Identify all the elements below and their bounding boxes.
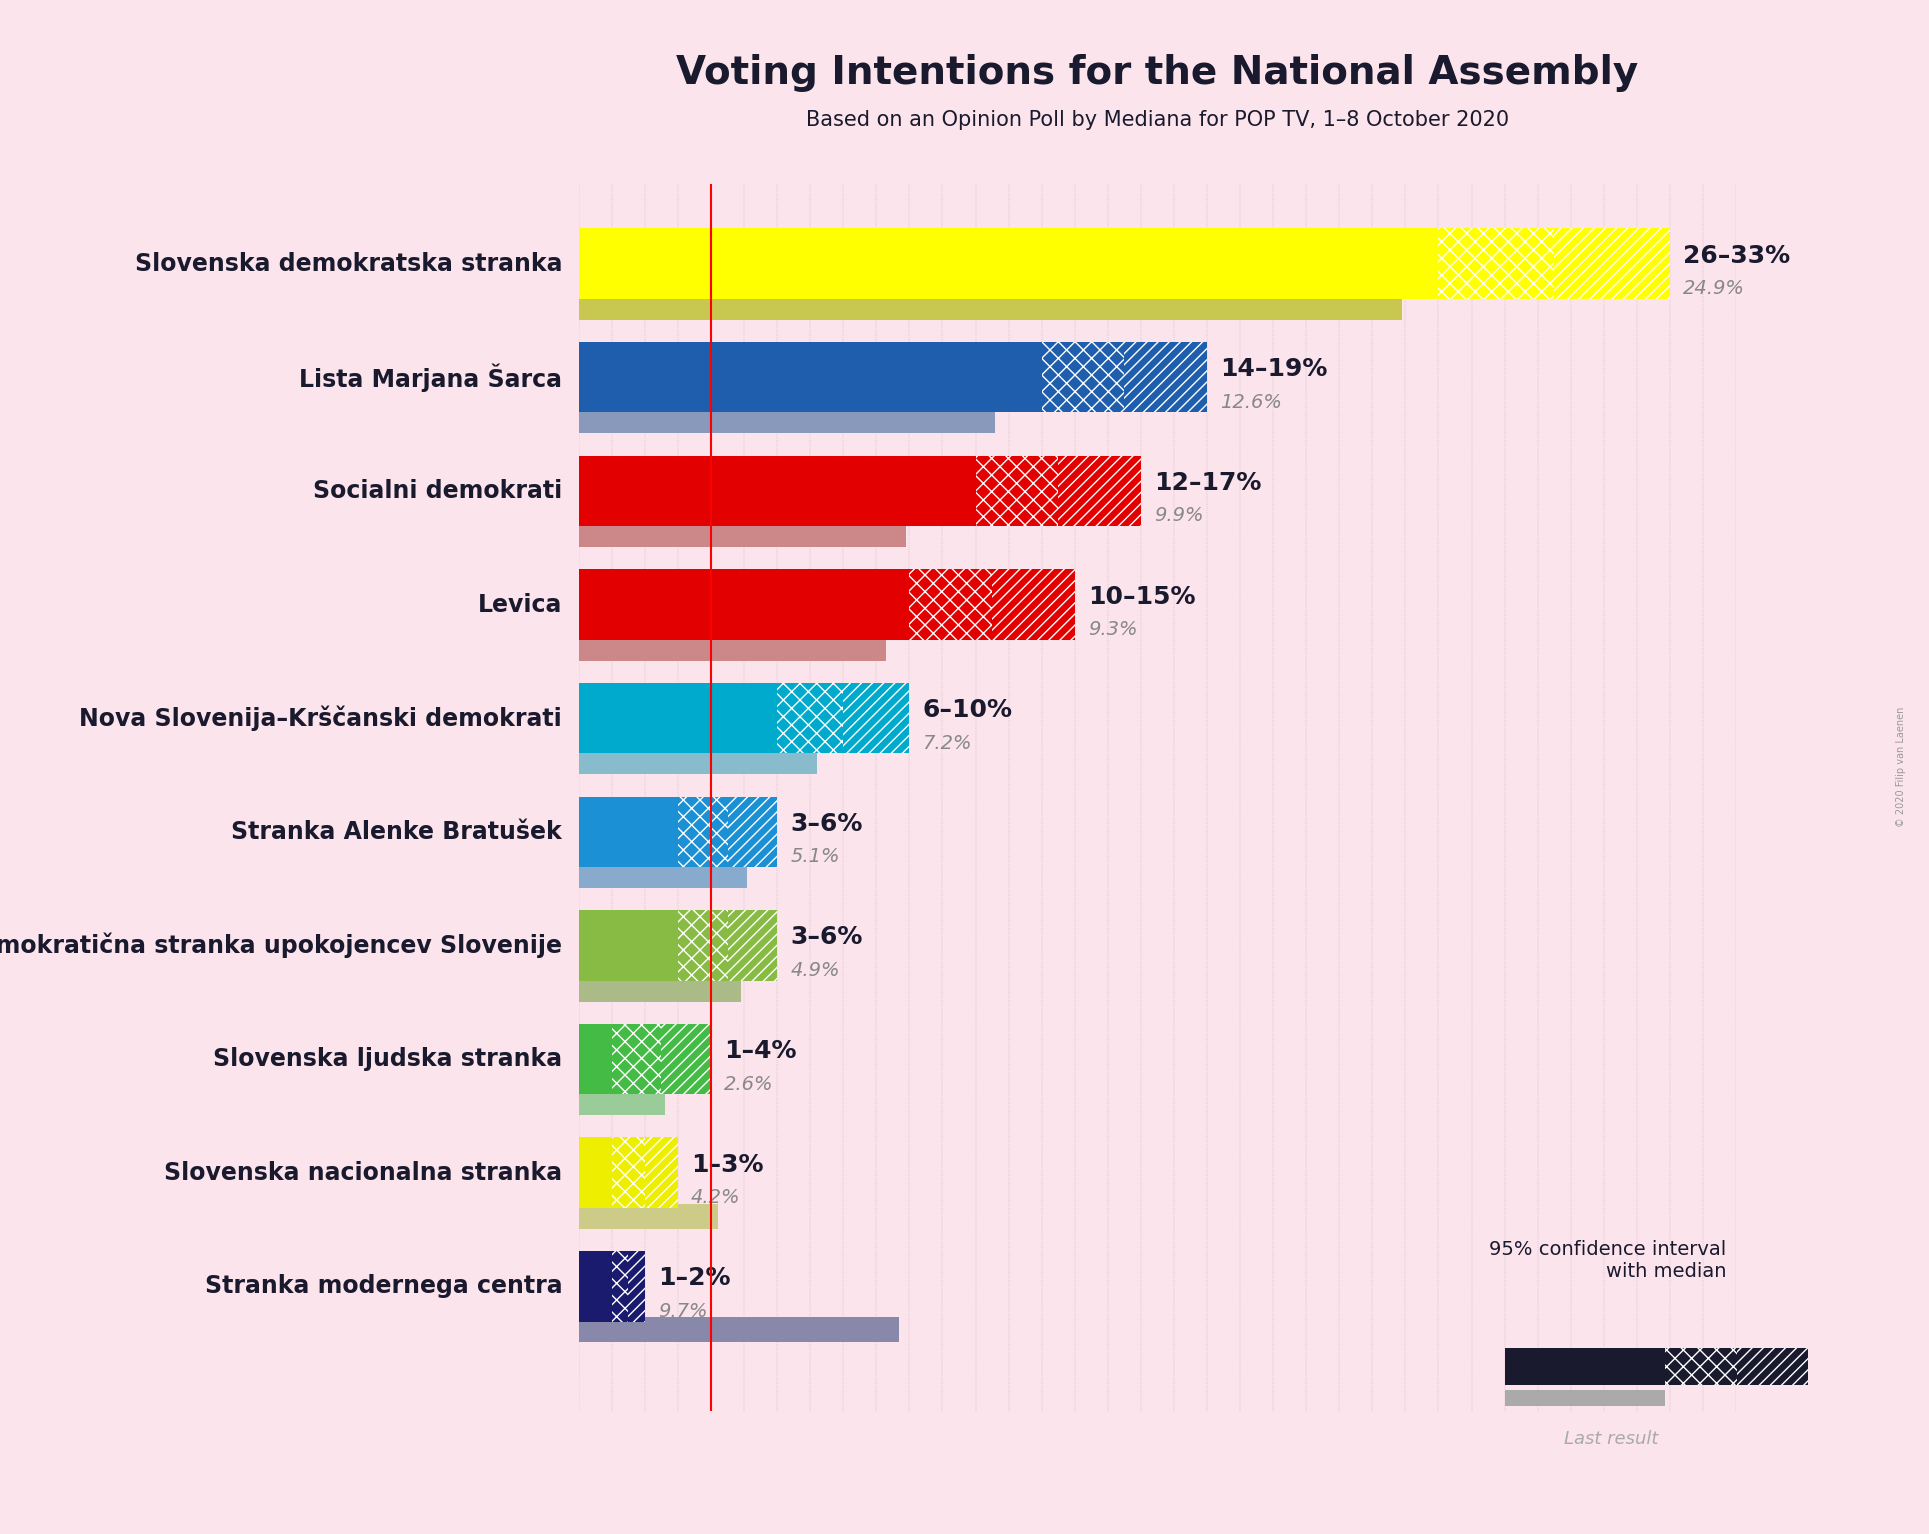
Bar xyxy=(1665,1348,1736,1385)
Text: Slovenska ljudska stranka: Slovenska ljudska stranka xyxy=(212,1048,561,1071)
Text: Levica: Levica xyxy=(478,592,561,617)
Bar xyxy=(1505,1390,1665,1405)
Text: 3–6%: 3–6% xyxy=(791,811,862,836)
Bar xyxy=(579,295,1402,319)
Bar xyxy=(611,1023,662,1094)
Bar xyxy=(579,749,816,775)
Bar xyxy=(611,1252,629,1321)
Text: Based on an Opinion Poll by Mediana for POP TV, 1–8 October 2020: Based on an Opinion Poll by Mediana for … xyxy=(806,110,1508,130)
Bar xyxy=(579,229,1439,299)
Bar xyxy=(1505,1348,1665,1385)
Text: 9.7%: 9.7% xyxy=(658,1302,708,1321)
Bar xyxy=(677,910,727,980)
Text: Voting Intentions for the National Assembly: Voting Intentions for the National Assem… xyxy=(677,54,1638,92)
Text: 24.9%: 24.9% xyxy=(1684,279,1746,298)
Text: Socialni demokrati: Socialni demokrati xyxy=(312,479,561,503)
Text: 12–17%: 12–17% xyxy=(1154,471,1262,495)
Text: Lista Marjana Šarca: Lista Marjana Šarca xyxy=(299,364,561,391)
Bar xyxy=(662,1023,712,1094)
Bar xyxy=(611,1137,644,1207)
Text: Stranka Alenke Bratušek: Stranka Alenke Bratušek xyxy=(231,819,561,844)
Text: 1–4%: 1–4% xyxy=(723,1039,797,1063)
Text: 1–2%: 1–2% xyxy=(658,1267,731,1290)
Bar xyxy=(992,569,1074,640)
Bar xyxy=(1736,1348,1807,1385)
Bar xyxy=(1059,456,1140,526)
Text: 3–6%: 3–6% xyxy=(791,925,862,950)
Bar xyxy=(579,977,741,1002)
Bar xyxy=(579,569,909,640)
Text: 2.6%: 2.6% xyxy=(723,1074,774,1094)
Text: 7.2%: 7.2% xyxy=(922,733,972,753)
Text: Demokratična stranka upokojencev Slovenije: Demokratična stranka upokojencev Sloveni… xyxy=(0,933,561,959)
Text: 26–33%: 26–33% xyxy=(1684,244,1790,267)
Text: 12.6%: 12.6% xyxy=(1221,393,1283,411)
Text: 1–3%: 1–3% xyxy=(691,1152,764,1177)
Bar xyxy=(579,522,907,548)
Text: 95% confidence interval
with median: 95% confidence interval with median xyxy=(1489,1239,1726,1281)
Bar xyxy=(727,910,777,980)
Bar xyxy=(1439,229,1555,299)
Text: Stranka modernega centra: Stranka modernega centra xyxy=(204,1275,561,1298)
Bar xyxy=(579,1137,611,1207)
Text: © 2020 Filip van Laenen: © 2020 Filip van Laenen xyxy=(1896,707,1906,827)
Bar xyxy=(579,342,1042,413)
Text: Slovenska nacionalna stranka: Slovenska nacionalna stranka xyxy=(164,1161,561,1184)
Bar xyxy=(579,910,677,980)
Bar xyxy=(579,864,747,888)
Bar xyxy=(579,1204,718,1229)
Bar xyxy=(1555,229,1671,299)
Bar xyxy=(644,1137,677,1207)
Bar xyxy=(777,683,843,753)
Text: Nova Slovenija–Krščanski demokrati: Nova Slovenija–Krščanski demokrati xyxy=(79,706,561,730)
Bar xyxy=(579,1252,611,1321)
Text: Slovenska demokratska stranka: Slovenska demokratska stranka xyxy=(135,252,561,276)
Bar xyxy=(1042,342,1125,413)
Bar xyxy=(843,683,909,753)
Bar xyxy=(629,1252,644,1321)
Bar xyxy=(579,1091,666,1115)
Text: 14–19%: 14–19% xyxy=(1221,357,1327,382)
Bar xyxy=(1125,342,1208,413)
Text: 9.9%: 9.9% xyxy=(1154,506,1204,525)
Bar xyxy=(579,1318,899,1342)
Bar xyxy=(579,796,677,867)
Bar xyxy=(579,683,777,753)
Text: Last result: Last result xyxy=(1564,1430,1657,1448)
Bar xyxy=(909,569,992,640)
Bar xyxy=(579,635,885,661)
Text: 9.3%: 9.3% xyxy=(1088,620,1138,640)
Text: 4.9%: 4.9% xyxy=(791,960,839,980)
Text: 4.2%: 4.2% xyxy=(691,1189,741,1207)
Bar xyxy=(976,456,1059,526)
Bar xyxy=(579,408,995,434)
Text: 5.1%: 5.1% xyxy=(791,847,839,867)
Text: 10–15%: 10–15% xyxy=(1088,584,1196,609)
Bar xyxy=(579,1023,611,1094)
Bar xyxy=(727,796,777,867)
Text: 6–10%: 6–10% xyxy=(922,698,1013,723)
Bar xyxy=(579,456,976,526)
Bar xyxy=(677,796,727,867)
